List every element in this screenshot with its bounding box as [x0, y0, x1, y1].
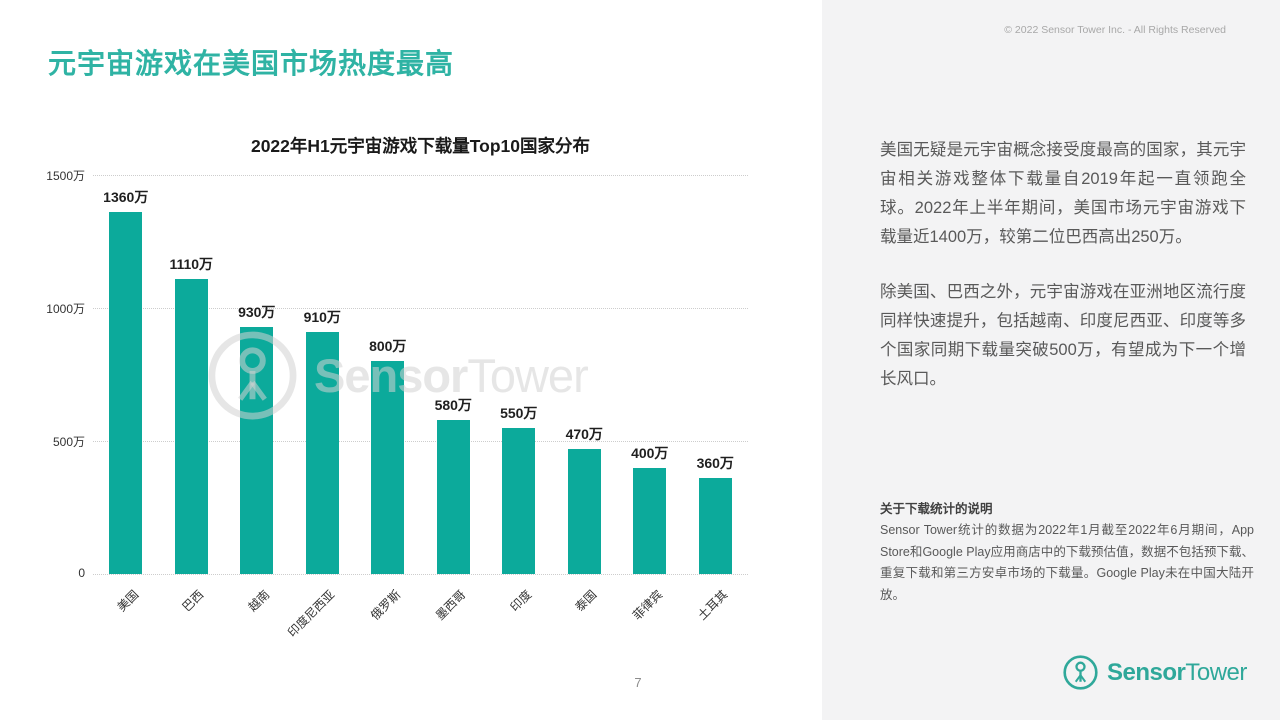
gridline [93, 441, 748, 442]
sensor-tower-logo-icon [1063, 655, 1098, 690]
page-title: 元宇宙游戏在美国市场热度最高 [48, 48, 455, 79]
chart-title: 2022年H1元宇宙游戏下载量Top10国家分布 [250, 136, 591, 156]
y-tick-label: 1000万 [46, 302, 85, 316]
sensor-tower-logo: SensorTower [1062, 654, 1247, 691]
chart-panel: 元宇宙游戏在美国市场热度最高 2022年H1元宇宙游戏下载量Top10国家分布 … [46, 48, 748, 690]
bar-value-label: 550万 [500, 404, 538, 421]
commentary-panel: © 2022 Sensor Tower Inc. - All Rights Re… [822, 0, 1280, 720]
bar-value-label: 1360万 [103, 189, 149, 206]
bar-value-label: 1110万 [169, 255, 214, 272]
bar [436, 419, 470, 574]
note-body: Sensor Tower统计的数据为2022年1月截至2022年6月期间，App… [880, 523, 1254, 602]
bar [698, 478, 732, 574]
commentary-text: 美国无疑是元宇宙概念接受度最高的国家，其元宇宙相关游戏整体下载量自2019年起一… [880, 136, 1246, 420]
bar [633, 467, 667, 574]
bar-value-label: 580万 [434, 396, 472, 413]
gridline [93, 175, 748, 176]
y-tick-label: 1500万 [46, 169, 85, 183]
bar-value-label: 930万 [238, 303, 276, 320]
bar-value-label: 360万 [696, 455, 734, 472]
page-number: 7 [634, 675, 642, 690]
bar [371, 361, 405, 574]
bar-value-label: 800万 [369, 338, 407, 355]
methodology-note: 关于下载统计的说明 Sensor Tower统计的数据为2022年1月截至202… [880, 499, 1254, 606]
bar [305, 331, 339, 574]
commentary-paragraph-1: 美国无疑是元宇宙概念接受度最高的国家，其元宇宙相关游戏整体下载量自2019年起一… [880, 141, 1246, 246]
bar [502, 427, 536, 574]
bar [174, 278, 208, 574]
y-tick-label: 0 [78, 566, 85, 580]
note-title: 关于下载统计的说明 [880, 502, 993, 516]
sensor-tower-logo-text: SensorTower [1107, 658, 1247, 686]
bar-value-label: 400万 [631, 444, 669, 461]
copyright-notice: © 2022 Sensor Tower Inc. - All Rights Re… [1004, 24, 1226, 36]
gridline [93, 308, 748, 309]
bar-value-label: 910万 [303, 308, 341, 325]
bar-value-label: 470万 [565, 425, 603, 442]
gridline [93, 574, 748, 575]
commentary-paragraph-2: 除美国、巴西之外，元宇宙游戏在亚洲地区流行度同样快速提升，包括越南、印度尼西亚、… [880, 283, 1246, 388]
y-tick-label: 500万 [52, 435, 85, 449]
bar [109, 212, 143, 574]
bar [567, 448, 601, 574]
bar [240, 326, 274, 574]
plot-area: 0 500万 1000万 1500万 1360万 美国 1110万 巴西 930万 越南 910万印… [46, 169, 748, 640]
